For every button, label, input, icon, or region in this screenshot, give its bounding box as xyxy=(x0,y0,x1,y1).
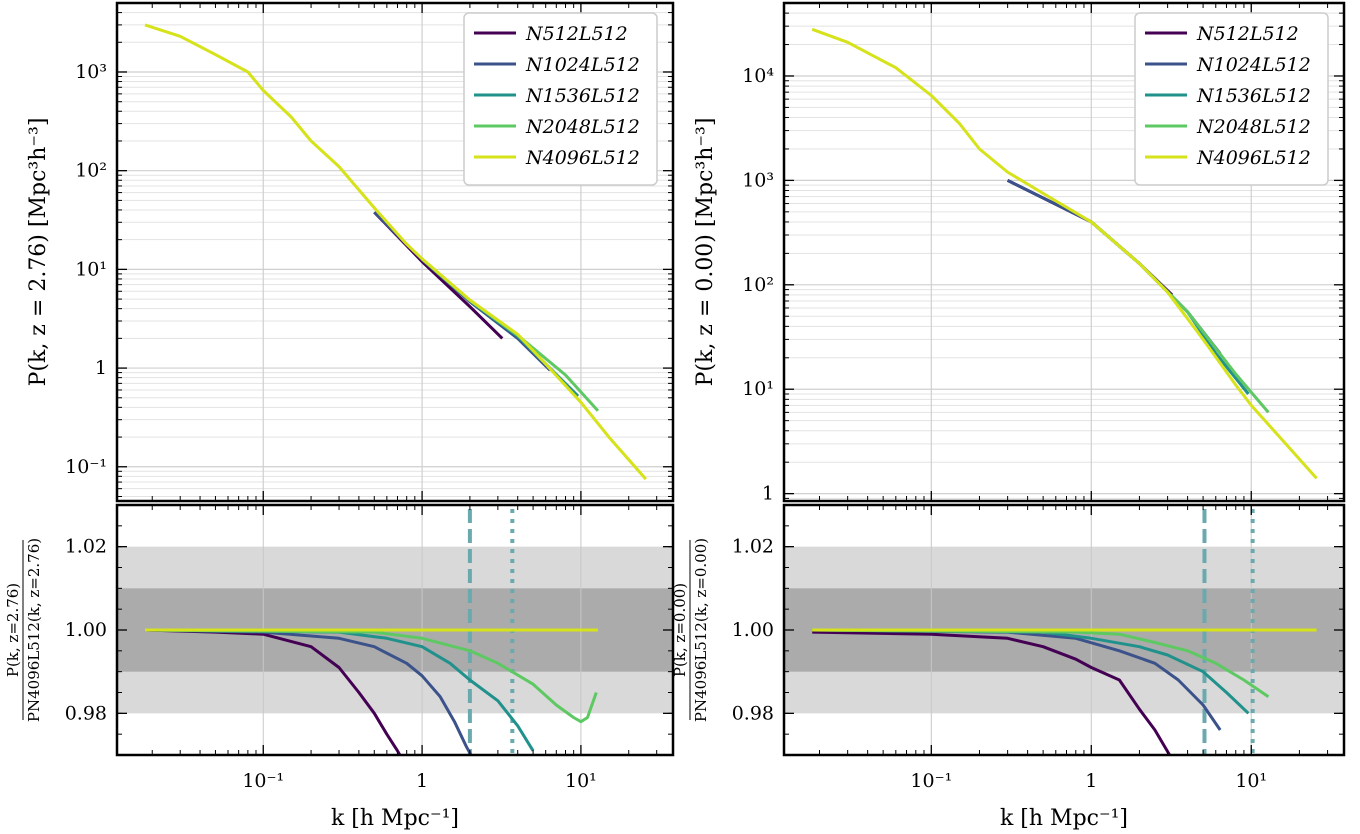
panel-power-spectrum-z000: 10⁴ 10³ 10² 10¹ 1 P(k, z = 0.00) [Mpc³h⁻³] N51… xyxy=(693,1,1346,505)
axes-frame xyxy=(115,1,675,503)
legend-label-N2048L512: N2048L512 xyxy=(525,116,640,138)
y-tick-label: 1 xyxy=(95,357,107,379)
ratio-line-N2048L512 xyxy=(812,628,1270,698)
legend-label-N1536L512: N1536L512 xyxy=(525,85,640,107)
y-tick-label: 10⁻¹ xyxy=(65,456,107,478)
panel-ratio-z276: 1.02 1.00 0.98 10⁻¹ 1 10¹ k [h Mpc⁻¹] P(k, z=2.… xyxy=(4,503,675,831)
ratio-line-N512L512 xyxy=(812,630,1172,755)
legend: N512L512 N1024L512 N1536L512 N2048L512 N4096… xyxy=(1134,12,1329,186)
series-group xyxy=(812,628,1317,755)
legend-box xyxy=(1134,12,1329,186)
y-tick-label: 1.02 xyxy=(65,536,107,558)
y-tick-label: 0.98 xyxy=(732,702,774,724)
y-tick-label: 1 xyxy=(762,483,774,505)
legend-label-N512L512: N512L512 xyxy=(1196,23,1299,45)
y-tick-label: 10¹ xyxy=(742,378,774,400)
x-tick-label: 10⁻¹ xyxy=(910,770,952,792)
y-tick-label: 10³ xyxy=(742,169,774,191)
legend-label-N2048L512: N2048L512 xyxy=(1196,116,1311,138)
y-axis-title: P(k, z = 2.76) [Mpc³h⁻³] xyxy=(26,118,51,387)
y-tick-label: 1.00 xyxy=(65,619,107,641)
series-line-N4096L512 xyxy=(811,27,1318,480)
panel-ratio-z000: 1.02 1.00 0.98 10⁻¹ 1 10¹ k [h Mpc⁻¹] P(k, z=0.… xyxy=(671,503,1346,831)
axes-frame xyxy=(782,1,1346,503)
legend-label-N1536L512: N1536L512 xyxy=(1196,85,1311,107)
y-axis-title-denominator: PN4096L512(k, z=2.76) xyxy=(25,538,43,722)
y-axis-title: P(k, z = 0.00) [Mpc³h⁻³] xyxy=(693,118,718,387)
y-axis-title-numerator: P(k, z=0.00) xyxy=(671,583,689,677)
legend: N512L512 N1024L512 N1536L512 N2048L512 N4096… xyxy=(463,12,658,186)
x-axis-title: k [h Mpc⁻¹] xyxy=(331,806,459,831)
y-tick-label: 10² xyxy=(75,160,107,182)
y-tick-label: 1.00 xyxy=(732,619,774,641)
axes-frame xyxy=(782,503,1346,757)
legend-box xyxy=(463,12,658,186)
panel-power-spectrum-z276: 10³ 10² 10¹ 1 10⁻¹ P(k, z = 2.76) [Mpc³h⁻³] N5… xyxy=(26,1,675,503)
legend-label-N1024L512: N1024L512 xyxy=(1196,54,1311,76)
y-tick-label: 10² xyxy=(742,274,774,296)
y-tick-label: 0.98 xyxy=(65,702,107,724)
legend-label-N1024L512: N1024L512 xyxy=(525,54,640,76)
y-tick-label: 10³ xyxy=(75,61,107,83)
series-line-N4096L512 xyxy=(144,23,647,481)
y-tick-label: 10¹ xyxy=(75,258,107,280)
ratio-line-N2048L512 xyxy=(144,628,598,724)
legend-label-N512L512: N512L512 xyxy=(525,23,628,45)
x-tick-label: 1 xyxy=(416,770,428,792)
ratio-line-N1536L512 xyxy=(144,628,535,752)
series-group xyxy=(144,23,647,481)
legend-label-N4096L512: N4096L512 xyxy=(525,147,640,169)
series-line-N1024L512 xyxy=(1006,179,1222,355)
y-tick-label: 10⁴ xyxy=(742,65,774,87)
series-line-N512L512 xyxy=(1006,179,1174,296)
x-axis-title: k [h Mpc⁻¹] xyxy=(1000,806,1128,831)
x-tick-label: 10¹ xyxy=(565,770,597,792)
x-tick-label: 10⁻¹ xyxy=(242,770,284,792)
x-tick-label: 10¹ xyxy=(1235,770,1267,792)
legend-label-N4096L512: N4096L512 xyxy=(1196,147,1311,169)
series-group xyxy=(144,628,598,755)
axes-frame xyxy=(115,503,675,757)
y-tick-label: 1.02 xyxy=(732,536,774,558)
series-group xyxy=(811,27,1318,480)
ratio-line-N1024L512 xyxy=(144,628,473,755)
y-axis-title-denominator: PN4096L512(k, z=0.00) xyxy=(692,538,710,722)
y-axis-title: P(k, z=2.76) PN4096L512(k, z=2.76) xyxy=(4,538,43,722)
x-tick-label: 1 xyxy=(1085,770,1097,792)
y-axis-title-numerator: P(k, z=2.76) xyxy=(4,583,22,677)
y-axis-title: P(k, z=0.00) PN4096L512(k, z=0.00) xyxy=(671,538,710,722)
